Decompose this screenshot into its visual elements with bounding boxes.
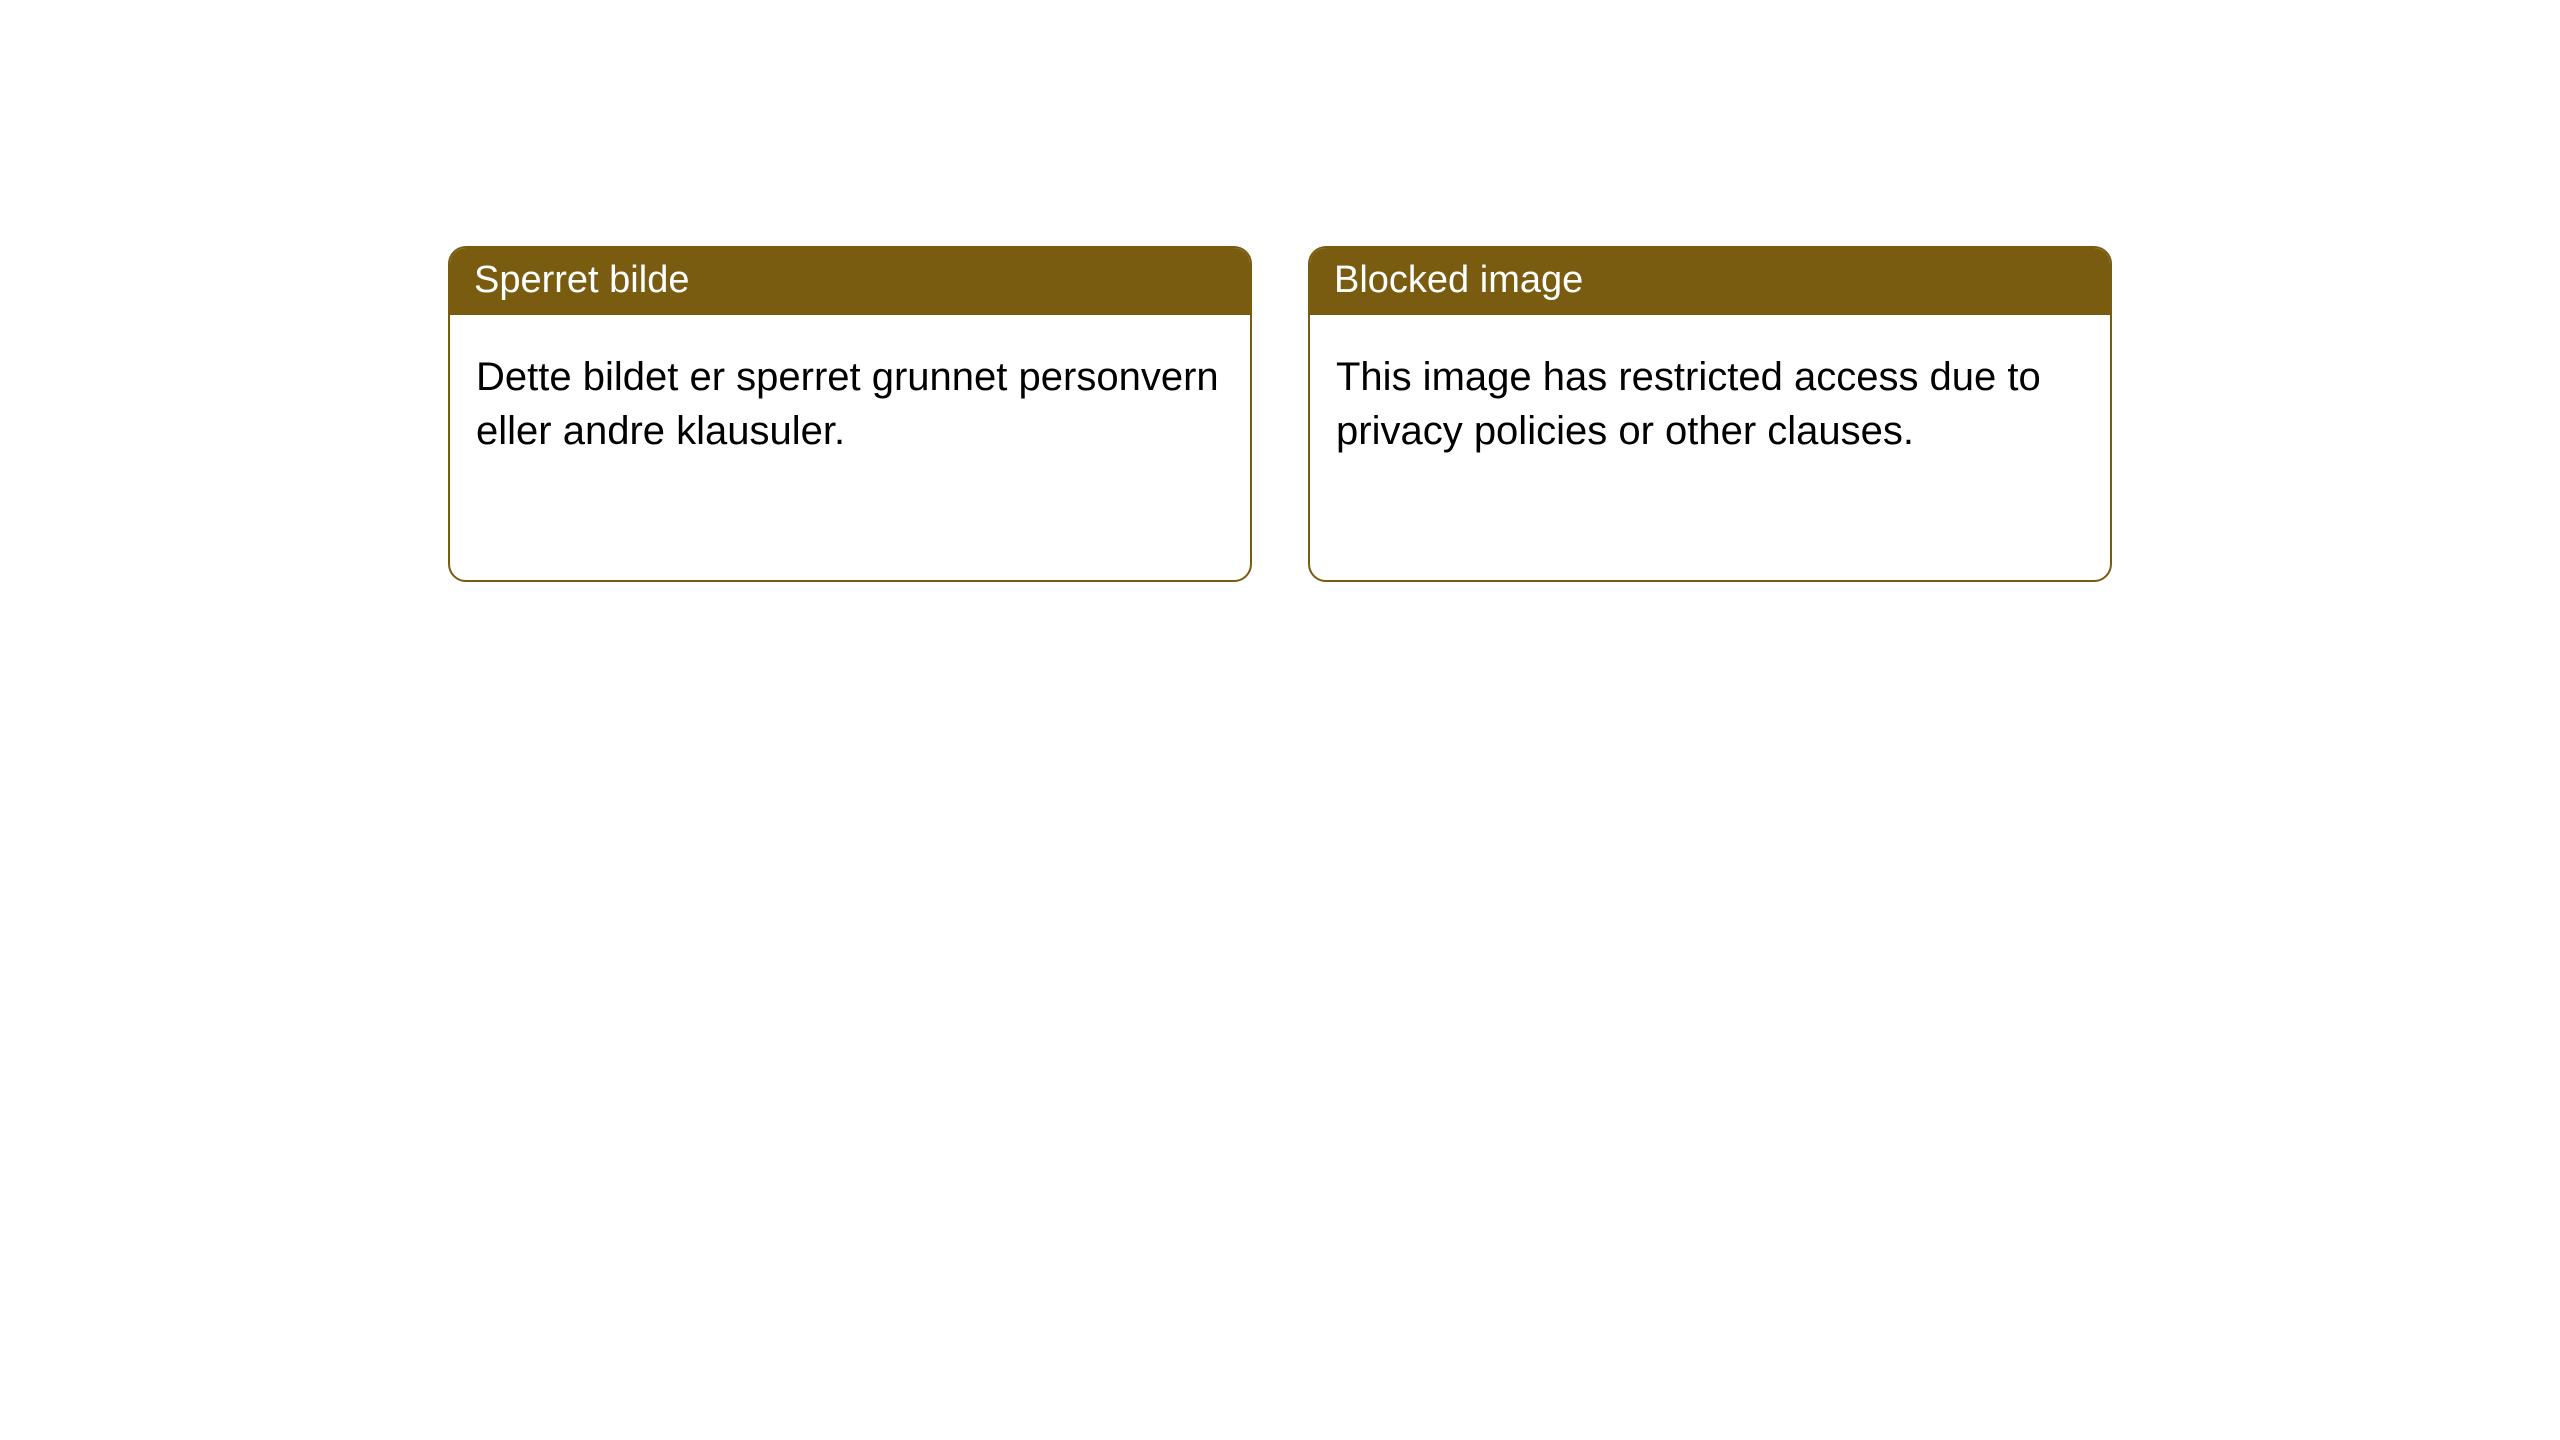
notice-card-body: Dette bildet er sperret grunnet personve…: [450, 315, 1250, 483]
notice-card-english: Blocked image This image has restricted …: [1308, 246, 2112, 582]
notice-card-body: This image has restricted access due to …: [1310, 315, 2110, 483]
notice-card-title: Sperret bilde: [450, 248, 1250, 315]
notice-cards-container: Sperret bilde Dette bildet er sperret gr…: [0, 0, 2560, 582]
notice-card-title: Blocked image: [1310, 248, 2110, 315]
notice-card-norwegian: Sperret bilde Dette bildet er sperret gr…: [448, 246, 1252, 582]
